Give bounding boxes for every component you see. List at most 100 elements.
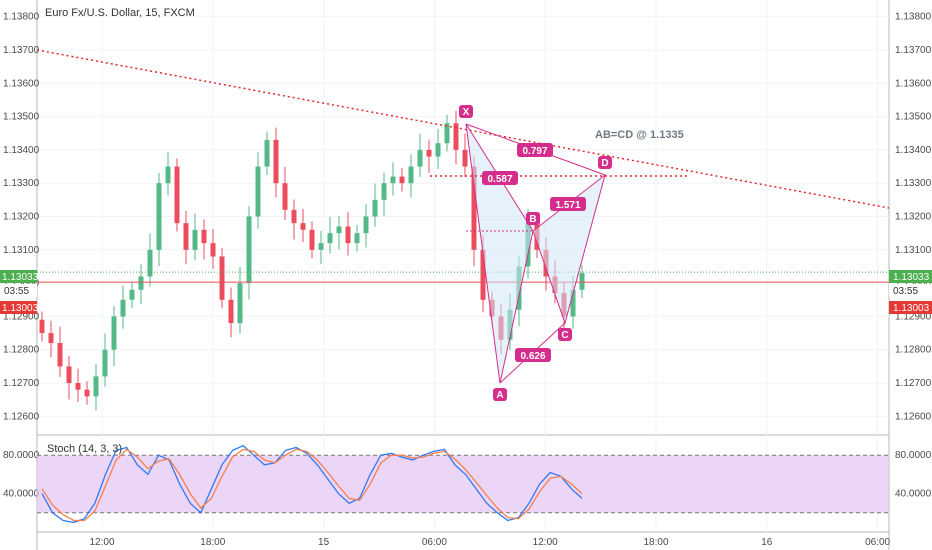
price-tick-label-right: 1.12900 xyxy=(895,311,932,322)
price-axis-right[interactable]: 1.12600 1.12700 1.12800 1.12900 1.13000 1.131… xyxy=(895,12,932,500)
stoch-title: Stoch (14, 3, 3) xyxy=(47,443,122,455)
stoch-band xyxy=(37,454,889,514)
stoch-band-fill xyxy=(37,455,889,513)
price-tick-label-right: 1.13400 xyxy=(895,145,932,156)
candle-body xyxy=(165,166,171,184)
candle-body xyxy=(462,149,468,167)
candle-body xyxy=(381,183,387,200)
price-tick-label-left: 1.12700 xyxy=(3,378,40,389)
candle-body xyxy=(309,229,315,250)
price-tick-label-right: 1.13100 xyxy=(895,245,932,256)
candle-body xyxy=(291,209,297,224)
price-tick-label-right: 1.13300 xyxy=(895,178,932,189)
close-price-tag-left: 1.13003 xyxy=(0,301,39,314)
pattern-point-d: D xyxy=(598,156,612,169)
candle-body xyxy=(408,166,414,184)
candle-body xyxy=(138,276,144,290)
stoch-tick-label-right: 40.0000 xyxy=(895,489,932,500)
candle-body xyxy=(210,243,216,257)
stoch-tick-label-left: 80.0000 xyxy=(3,450,40,461)
candle-body xyxy=(228,299,234,324)
candle-body xyxy=(273,139,279,184)
candle-body xyxy=(579,273,585,290)
time-tick-label: 12:00 xyxy=(89,537,114,548)
candle-body xyxy=(147,249,153,277)
candle-body xyxy=(219,256,225,300)
pattern-ratio-label: 1.571 xyxy=(555,200,580,211)
price-tick-label-left: 1.12600 xyxy=(3,411,40,422)
pattern-point-box xyxy=(558,328,572,341)
svg-text:03:55: 03:55 xyxy=(893,286,918,297)
svg-text:1.13033: 1.13033 xyxy=(893,272,930,283)
price-axis-left[interactable]: 1.12600 1.12700 1.12800 1.12900 1.13000 1.131… xyxy=(3,12,40,500)
overlay: X A B C D 0.797 0.587 1.571 0.626 xyxy=(36,49,890,401)
candle-body xyxy=(48,333,54,344)
candle-body xyxy=(570,289,576,317)
candle-body xyxy=(318,243,324,250)
time-tick-label: 06:00 xyxy=(865,537,890,548)
time-tick-label: 12:00 xyxy=(533,537,558,548)
svg-text:1.13003: 1.13003 xyxy=(2,303,39,314)
candle-body xyxy=(480,249,486,300)
price-tick-label-right: 1.13000 xyxy=(895,278,932,289)
pattern-ratio: 0.626 xyxy=(515,348,551,362)
pattern-point-c: C xyxy=(558,328,572,341)
candle-body xyxy=(246,216,252,284)
candle-body xyxy=(399,176,405,184)
candle-body xyxy=(390,176,396,184)
pattern-point-a: A xyxy=(493,388,507,401)
countdown-tag-right: 03:55 xyxy=(889,284,932,297)
candle-body xyxy=(453,123,459,150)
pattern-point-label: X xyxy=(463,107,470,118)
time-axis[interactable]: 12:00 18:00 15 06:00 12:00 18:00 16 06:00 xyxy=(89,537,890,548)
stoch-lines xyxy=(41,444,583,524)
candle-body xyxy=(129,289,135,300)
time-tick-label: 18:00 xyxy=(200,537,225,548)
candle-body xyxy=(363,216,369,234)
pattern-point-label: B xyxy=(529,214,536,225)
svg-text:1.13003: 1.13003 xyxy=(893,303,930,314)
price-tick-label-right: 1.13200 xyxy=(895,212,932,223)
pattern-ratio: 0.797 xyxy=(517,143,553,157)
candle-body xyxy=(111,316,117,350)
price-tick-label-left: 1.12900 xyxy=(3,311,40,322)
current-price-tag-left: 1.13033 xyxy=(0,270,39,283)
chart-title: Euro Fx/U.S. Dollar, 15, FXCM xyxy=(45,7,195,19)
time-tick-label: 18:00 xyxy=(643,537,668,548)
pattern-ratio: 1.571 xyxy=(550,197,586,211)
candle-body xyxy=(264,139,270,167)
countdown-tag-left: 03:55 xyxy=(0,284,37,297)
candle-body xyxy=(75,383,81,390)
close-price-tag-right: 1.13003 xyxy=(889,301,932,314)
candle-body xyxy=(120,299,126,317)
svg-text:1.13033: 1.13033 xyxy=(2,272,39,283)
stoch-line-d xyxy=(41,448,583,522)
candle-body xyxy=(336,226,342,234)
candle-body xyxy=(426,149,432,157)
price-tick-label-left: 1.13400 xyxy=(3,145,40,156)
candle-body xyxy=(102,349,108,377)
candle-body xyxy=(300,223,306,230)
abcd-annotation: AB=CD @ 1.1335 xyxy=(595,129,684,141)
pattern-point-label: D xyxy=(601,158,608,169)
candle-body xyxy=(156,183,162,250)
candle-body xyxy=(354,233,360,244)
candle-body xyxy=(237,283,243,324)
time-tick-label: 15 xyxy=(318,537,330,548)
candle-body xyxy=(93,376,99,397)
price-tick-label-right: 1.12600 xyxy=(895,411,932,422)
price-tick-label-left: 1.13600 xyxy=(3,78,40,89)
candle-body xyxy=(183,223,189,250)
pattern-point-label: C xyxy=(561,330,568,341)
candle-body xyxy=(435,143,441,157)
candle-body xyxy=(57,343,63,367)
price-tick-label-left: 1.13700 xyxy=(3,45,40,56)
price-tick-label-right: 1.13800 xyxy=(895,12,932,23)
price-tick-label-left: 1.12800 xyxy=(3,345,40,356)
time-tick-label: 06:00 xyxy=(422,537,447,548)
time-tick-label: 16 xyxy=(761,537,773,548)
svg-text:03:55: 03:55 xyxy=(4,286,29,297)
pattern-ratio-label: 0.626 xyxy=(520,351,545,362)
price-tick-label-right: 1.13600 xyxy=(895,78,932,89)
